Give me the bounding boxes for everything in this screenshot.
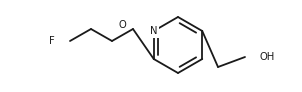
Text: O: O	[118, 20, 126, 30]
Text: F: F	[49, 36, 55, 46]
Text: N: N	[150, 26, 158, 36]
Text: OH: OH	[260, 52, 275, 62]
